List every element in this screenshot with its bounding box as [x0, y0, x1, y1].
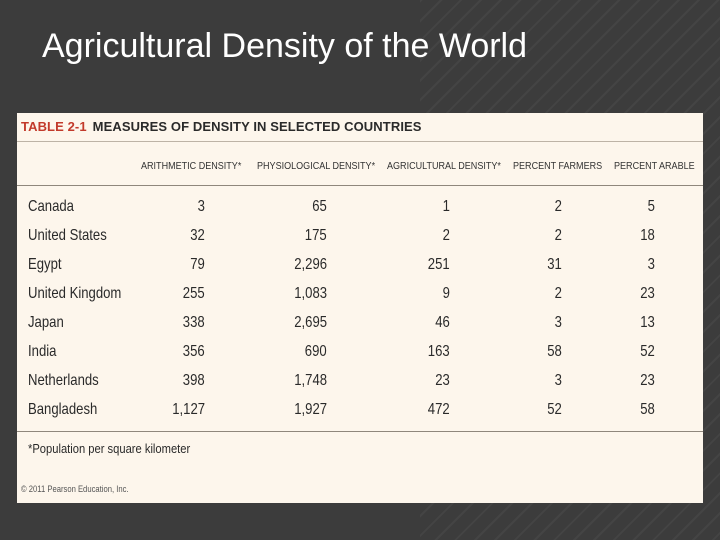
arithmetic-density-value: 338 [183, 314, 205, 331]
header-divider [17, 185, 703, 186]
percent-arable-value: 5 [647, 198, 655, 215]
table-row: United States 32 175 2 2 18 [17, 223, 703, 252]
percent-farmers-value: 3 [554, 372, 562, 389]
percent-arable-value: 23 [640, 285, 655, 302]
agricultural-density-value: 46 [435, 314, 450, 331]
percent-farmers-value: 52 [547, 401, 562, 418]
column-header-arithmetic-density: ARITHMETIC DENSITY* [141, 160, 242, 172]
table-footnote: *Population per square kilometer [28, 441, 191, 456]
percent-arable-value: 23 [640, 372, 655, 389]
table-row: Bangladesh 1,127 1,927 472 52 58 [17, 397, 703, 426]
physiological-density-value: 175 [305, 227, 327, 244]
table-row: Egypt 79 2,296 251 31 3 [17, 252, 703, 281]
table-row: India 356 690 163 58 52 [17, 339, 703, 368]
percent-arable-value: 52 [640, 343, 655, 360]
table-bottom-divider [17, 431, 703, 432]
table-row: Canada 3 65 1 2 5 [17, 194, 703, 223]
table-number: TABLE 2-1 [21, 119, 87, 134]
country-name: India [28, 343, 57, 360]
percent-farmers-value: 58 [547, 343, 562, 360]
percent-farmers-value: 2 [554, 285, 562, 302]
arithmetic-density-value: 79 [190, 256, 205, 273]
agricultural-density-value: 1 [442, 198, 450, 215]
arithmetic-density-value: 32 [190, 227, 205, 244]
physiological-density-value: 1,748 [294, 372, 327, 389]
density-table: TABLE 2-1 MEASURES OF DENSITY IN SELECTED… [17, 113, 703, 503]
physiological-density-value: 1,083 [294, 285, 327, 302]
column-header-physiological-density: PHYSIOLOGICAL DENSITY* [257, 160, 376, 172]
table-row: Netherlands 398 1,748 23 3 23 [17, 368, 703, 397]
arithmetic-density-value: 356 [183, 343, 205, 360]
country-name: Japan [28, 314, 64, 331]
country-name: Egypt [28, 256, 62, 273]
percent-arable-value: 18 [640, 227, 655, 244]
column-header-percent-arable: PERCENT ARABLE [614, 160, 695, 172]
agricultural-density-value: 251 [428, 256, 450, 273]
percent-arable-value: 3 [647, 256, 655, 273]
arithmetic-density-value: 255 [183, 285, 205, 302]
country-name: Netherlands [28, 372, 99, 389]
country-name: United Kingdom [28, 285, 122, 302]
table-title: TABLE 2-1 MEASURES OF DENSITY IN SELECTED… [21, 119, 422, 134]
percent-farmers-value: 2 [554, 198, 562, 215]
arithmetic-density-value: 1,127 [172, 401, 205, 418]
physiological-density-value: 1,927 [294, 401, 327, 418]
percent-farmers-value: 31 [547, 256, 562, 273]
percent-arable-value: 58 [640, 401, 655, 418]
agricultural-density-value: 2 [442, 227, 450, 244]
country-name: Bangladesh [28, 401, 98, 418]
country-name: Canada [28, 198, 74, 215]
physiological-density-value: 690 [305, 343, 327, 360]
table-row: United Kingdom 255 1,083 9 2 23 [17, 281, 703, 310]
slide-title: Agricultural Density of the World [42, 27, 528, 65]
title-divider [17, 141, 703, 142]
arithmetic-density-value: 3 [197, 198, 205, 215]
table-caption: MEASURES OF DENSITY IN SELECTED COUNTRIE… [92, 119, 422, 134]
percent-farmers-value: 2 [554, 227, 562, 244]
physiological-density-value: 65 [312, 198, 327, 215]
percent-farmers-value: 3 [554, 314, 562, 331]
agricultural-density-value: 472 [428, 401, 450, 418]
percent-arable-value: 13 [640, 314, 655, 331]
agricultural-density-value: 9 [442, 285, 450, 302]
country-name: United States [28, 227, 107, 244]
column-header-percent-farmers: PERCENT FARMERS [513, 160, 603, 172]
arithmetic-density-value: 398 [183, 372, 205, 389]
column-header-agricultural-density: AGRICULTURAL DENSITY* [387, 160, 501, 172]
physiological-density-value: 2,695 [294, 314, 327, 331]
agricultural-density-value: 163 [428, 343, 450, 360]
physiological-density-value: 2,296 [294, 256, 327, 273]
copyright-notice: © 2011 Pearson Education, Inc. [21, 484, 129, 494]
table-row: Japan 338 2,695 46 3 13 [17, 310, 703, 339]
agricultural-density-value: 23 [435, 372, 450, 389]
